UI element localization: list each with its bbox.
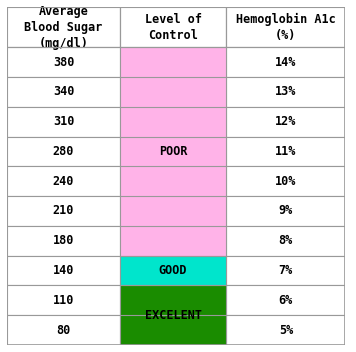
Text: 5%: 5% — [279, 323, 293, 337]
Bar — [226, 196, 345, 226]
Bar — [120, 285, 226, 345]
Bar — [7, 196, 120, 226]
Bar — [226, 315, 345, 345]
Text: 310: 310 — [53, 115, 74, 128]
Text: 6%: 6% — [279, 294, 293, 307]
Text: 380: 380 — [53, 56, 74, 69]
Bar — [7, 285, 120, 315]
Text: 7%: 7% — [279, 264, 293, 277]
Bar — [7, 137, 120, 166]
Text: 110: 110 — [53, 294, 74, 307]
Bar — [226, 166, 345, 196]
Text: 180: 180 — [53, 234, 74, 247]
Bar — [120, 47, 226, 256]
Bar — [7, 47, 120, 77]
Bar — [226, 137, 345, 166]
Text: 12%: 12% — [275, 115, 297, 128]
Bar — [226, 256, 345, 285]
Bar — [7, 7, 120, 47]
Bar — [226, 107, 345, 137]
Text: 280: 280 — [53, 145, 74, 158]
Text: 14%: 14% — [275, 56, 297, 69]
Bar — [226, 7, 345, 47]
Bar — [120, 256, 226, 285]
Bar — [226, 47, 345, 77]
Text: 240: 240 — [53, 175, 74, 188]
Text: 140: 140 — [53, 264, 74, 277]
Text: 210: 210 — [53, 205, 74, 218]
Bar — [120, 7, 226, 47]
Text: Hemoglobin A1c
(%): Hemoglobin A1c (%) — [236, 13, 336, 42]
Text: EXCELENT: EXCELENT — [145, 309, 201, 322]
Bar — [226, 285, 345, 315]
Bar — [226, 77, 345, 107]
Text: 13%: 13% — [275, 86, 297, 99]
Text: 11%: 11% — [275, 145, 297, 158]
Bar — [7, 315, 120, 345]
Text: Level of
Control: Level of Control — [145, 13, 201, 42]
Text: Average
Blood Sugar
(mg/dl): Average Blood Sugar (mg/dl) — [24, 5, 103, 50]
Text: 10%: 10% — [275, 175, 297, 188]
Text: GOOD: GOOD — [159, 264, 187, 277]
Bar — [7, 166, 120, 196]
Text: 340: 340 — [53, 86, 74, 99]
Bar — [226, 226, 345, 256]
Bar — [7, 77, 120, 107]
Bar — [7, 107, 120, 137]
Text: 9%: 9% — [279, 205, 293, 218]
Text: POOR: POOR — [159, 145, 187, 158]
Bar — [7, 226, 120, 256]
Bar — [7, 256, 120, 285]
Text: 80: 80 — [56, 323, 70, 337]
Text: 8%: 8% — [279, 234, 293, 247]
